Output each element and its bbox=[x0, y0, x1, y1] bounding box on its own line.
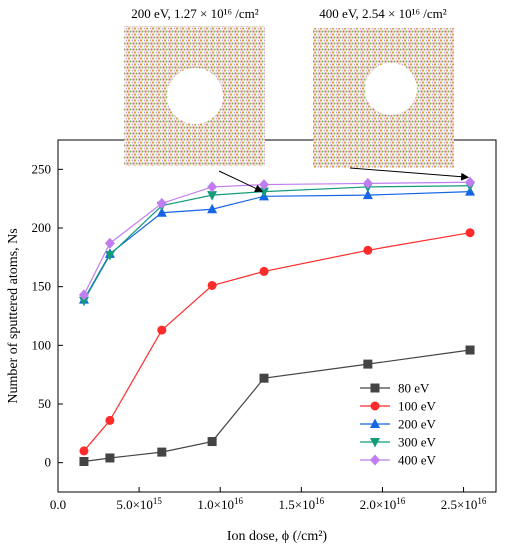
data-point-200-ev bbox=[362, 189, 373, 200]
data-point-100-ev bbox=[465, 228, 475, 238]
data-point-200-ev bbox=[207, 203, 218, 214]
legend-item-400-ev: 400 eV bbox=[360, 453, 437, 468]
x-axis-title: Ion dose, ϕ (/cm²) bbox=[227, 529, 328, 544]
data-point-100-ev bbox=[207, 280, 217, 290]
data-point-300-ev bbox=[104, 250, 115, 261]
annotation-label-400ev: 400 eV, 2.54 × 10¹⁶ /cm² bbox=[319, 6, 446, 21]
x-tick-label: 5.0×1015 bbox=[116, 496, 162, 512]
annotation-arrows bbox=[218, 167, 470, 192]
data-point-80-ev bbox=[157, 447, 167, 457]
data-point-80-ev bbox=[207, 437, 217, 447]
data-point-100-ev bbox=[363, 245, 373, 255]
data-point-80-ev bbox=[465, 345, 475, 355]
legend-label: 80 eV bbox=[398, 381, 430, 396]
legend-marker bbox=[370, 418, 380, 428]
data-point-100-ev bbox=[105, 415, 115, 425]
series-400-ev bbox=[78, 176, 476, 301]
y-axis: 0 50 100 150 200 250 bbox=[32, 161, 63, 470]
legend: 80 eV 100 eV 200 eV 300 eV 400 eV bbox=[360, 381, 437, 468]
y-tick-label: 50 bbox=[38, 396, 51, 411]
data-point-80-ev bbox=[105, 453, 115, 463]
annotation-label-200ev: 200 eV, 1.27 × 10¹⁶ /cm² bbox=[131, 6, 258, 21]
legend-marker bbox=[370, 401, 380, 411]
x-tick-label: 0.0 bbox=[50, 497, 66, 512]
data-point-300-ev bbox=[207, 191, 218, 201]
data-point-80-ev bbox=[363, 359, 373, 369]
legend-marker bbox=[370, 454, 380, 466]
inset-image-400ev bbox=[313, 28, 454, 168]
series-300-ev bbox=[78, 181, 476, 307]
y-tick-label: 150 bbox=[32, 279, 52, 294]
series-line-200-ev bbox=[83, 191, 471, 300]
inset-image-200ev bbox=[124, 26, 265, 166]
data-point-80-ev bbox=[79, 456, 89, 466]
x-tick-label: 2.5×1016 bbox=[441, 496, 487, 512]
x-tick-label: 2.0×1016 bbox=[360, 496, 406, 512]
legend-item-80-ev: 80 eV bbox=[360, 381, 430, 396]
annotation-arrow-200ev bbox=[218, 170, 263, 192]
y-axis-title: Number of sputtered atoms, Ns bbox=[6, 228, 21, 403]
legend-marker bbox=[370, 438, 380, 448]
x-tick-label: 1.5×1016 bbox=[279, 496, 325, 512]
annotation-arrow-400ev bbox=[349, 167, 470, 181]
y-tick-label: 200 bbox=[32, 220, 52, 235]
data-point-100-ev bbox=[79, 446, 89, 456]
y-tick-label: 100 bbox=[32, 337, 52, 352]
series-100-ev bbox=[79, 228, 475, 456]
series-80-ev bbox=[79, 345, 475, 466]
data-point-300-ev bbox=[78, 296, 89, 307]
plot-frame bbox=[57, 139, 497, 493]
x-tick-label: 1.0×1016 bbox=[197, 496, 243, 512]
legend-marker bbox=[370, 383, 380, 393]
x-axis: 0.0 5.0×1015 1.0×1016 1.5×1016 2.0×1016 2.5×1… bbox=[50, 487, 487, 512]
series-line-400-ev bbox=[83, 181, 471, 296]
data-point-400-ev bbox=[104, 237, 115, 249]
data-point-100-ev bbox=[157, 325, 167, 335]
legend-label: 200 eV bbox=[398, 417, 437, 432]
legend-label: 300 eV bbox=[398, 435, 437, 450]
data-point-200-ev bbox=[156, 207, 167, 217]
legend-item-100-ev: 100 eV bbox=[360, 399, 437, 414]
y-tick-label: 250 bbox=[32, 161, 52, 176]
data-point-100-ev bbox=[259, 266, 269, 276]
legend-item-300-ev: 300 eV bbox=[360, 435, 437, 450]
legend-label: 400 eV bbox=[398, 453, 437, 468]
data-point-80-ev bbox=[259, 373, 269, 383]
data-point-400-ev bbox=[78, 289, 89, 301]
data-point-400-ev bbox=[156, 197, 167, 209]
data-point-400-ev bbox=[362, 177, 373, 189]
series-layer bbox=[78, 176, 476, 466]
series-200-ev bbox=[78, 186, 476, 304]
legend-label: 100 eV bbox=[398, 399, 437, 414]
legend-item-200-ev: 200 eV bbox=[360, 417, 437, 432]
data-point-400-ev bbox=[207, 181, 218, 193]
y-tick-label: 0 bbox=[45, 455, 52, 470]
